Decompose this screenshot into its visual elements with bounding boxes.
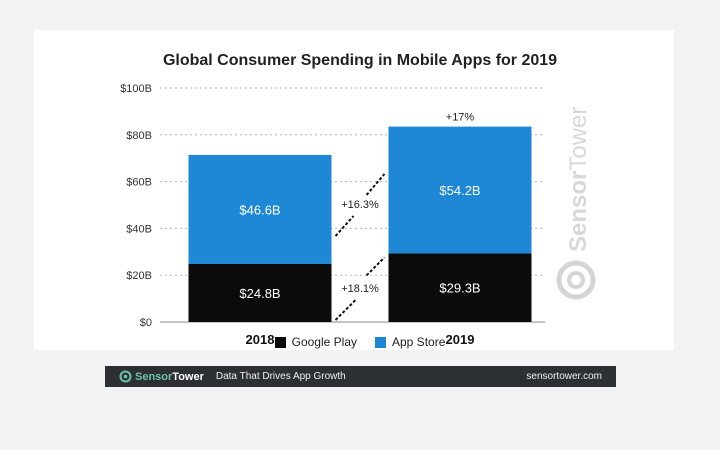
watermark-logo-icon xyxy=(556,260,596,300)
x-tick-label-2018: 2018 xyxy=(246,332,275,347)
data-label-google-play-2019: $29.3B xyxy=(439,281,480,296)
bar-app-store-2019 xyxy=(388,126,532,254)
chart-legend: Google Play App Store xyxy=(0,335,720,349)
y-tick-label-40: $40B xyxy=(126,223,152,235)
growth-label-app-store: +16.3% xyxy=(341,199,379,211)
footer-brand-tower: Tower xyxy=(172,370,204,383)
bar-app-store-2018 xyxy=(188,154,332,264)
connector-google-play-upper xyxy=(365,256,386,277)
data-label-app-store-2018: $46.6B xyxy=(239,202,280,217)
y-tick-label-60: $60B xyxy=(126,177,152,189)
y-tick-label-0: $0 xyxy=(140,317,152,329)
watermark-text-tower: Tower xyxy=(565,107,592,171)
connector-app-store-lower xyxy=(334,215,355,237)
svg-text:SensorTower: SensorTower xyxy=(565,107,592,252)
growth-label-total: +17% xyxy=(446,112,475,124)
footer-tagline: Data That Drives App Growth xyxy=(215,371,346,382)
y-tick-label-80: $80B xyxy=(126,130,152,142)
connector-app-store-upper xyxy=(365,173,386,196)
legend-swatch-app-store xyxy=(375,336,386,348)
bar-google-play-2019 xyxy=(388,253,532,322)
y-tick-label-20: $20B xyxy=(126,270,152,282)
sensortower-logo-icon xyxy=(119,370,132,383)
y-tick-label-100: $100B xyxy=(120,83,152,95)
legend-item-google-play: Google Play xyxy=(274,335,357,349)
data-label-google-play-2018: $24.8B xyxy=(239,286,280,301)
data-label-app-store-2019: $54.2B xyxy=(439,183,480,198)
legend-label-google-play: Google Play xyxy=(291,335,357,349)
chart-title: Global Consumer Spending in Mobile Apps … xyxy=(162,52,558,69)
sensortower-watermark: SensorTower xyxy=(556,107,596,300)
bar-google-play-2018 xyxy=(188,263,332,322)
footer-bar: SensorTower Data That Drives App Growth … xyxy=(105,366,616,387)
x-tick-label-2019: 2019 xyxy=(446,332,475,347)
footer-brand-sensor: Sensor xyxy=(135,370,173,383)
legend-item-app-store: App Store xyxy=(375,335,445,349)
footer-url[interactable]: sensortower.com xyxy=(526,371,602,382)
legend-label-app-store: App Store xyxy=(392,335,446,349)
watermark-text-sensor: Sensor xyxy=(565,171,592,252)
legend-swatch-google-play xyxy=(274,336,286,348)
footer-logo: SensorTower xyxy=(119,370,204,383)
growth-label-google-play: +18.1% xyxy=(341,283,379,295)
connector-google-play-lower xyxy=(334,299,357,321)
